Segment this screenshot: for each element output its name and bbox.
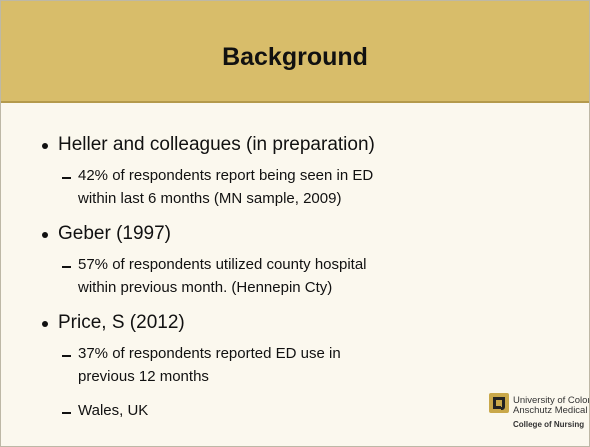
bullet-marker xyxy=(42,143,48,149)
bullet-text: Heller and colleagues (in preparation) xyxy=(58,134,375,155)
sub-bullet-text: 37% of respondents reported ED use in xyxy=(78,345,341,362)
sub-bullet-text: within last 6 months (MN sample, 2009) xyxy=(78,189,342,207)
sub-bullet-text: previous 12 months xyxy=(78,367,209,385)
logo-icon xyxy=(489,393,509,413)
sub-bullet-text: 57% of respondents utilized county hospi… xyxy=(78,256,367,273)
sub-bullet-text: 42% of respondents report being seen in … xyxy=(78,167,374,184)
bullet-marker xyxy=(42,321,48,327)
header-band xyxy=(1,1,589,103)
slide-title: Background xyxy=(222,43,368,71)
logo-text: University of Colorado xyxy=(513,395,589,406)
sub-bullet-marker xyxy=(62,412,71,414)
sub-bullet-marker xyxy=(62,177,71,179)
bullet-marker xyxy=(42,232,48,238)
sub-bullet-marker xyxy=(62,355,71,357)
sub-bullet-text: within previous month. (Hennepin Cty) xyxy=(78,278,333,296)
logo-text: College of Nursing xyxy=(513,420,585,429)
bullet-text: Geber (1997) xyxy=(58,223,172,244)
logo-text: Anschutz Medical Campus xyxy=(513,405,589,416)
sub-bullet-marker xyxy=(62,266,71,268)
sub-bullet-text: Wales, UK xyxy=(78,402,149,419)
bullet-text: Price, S (2012) xyxy=(58,312,185,333)
